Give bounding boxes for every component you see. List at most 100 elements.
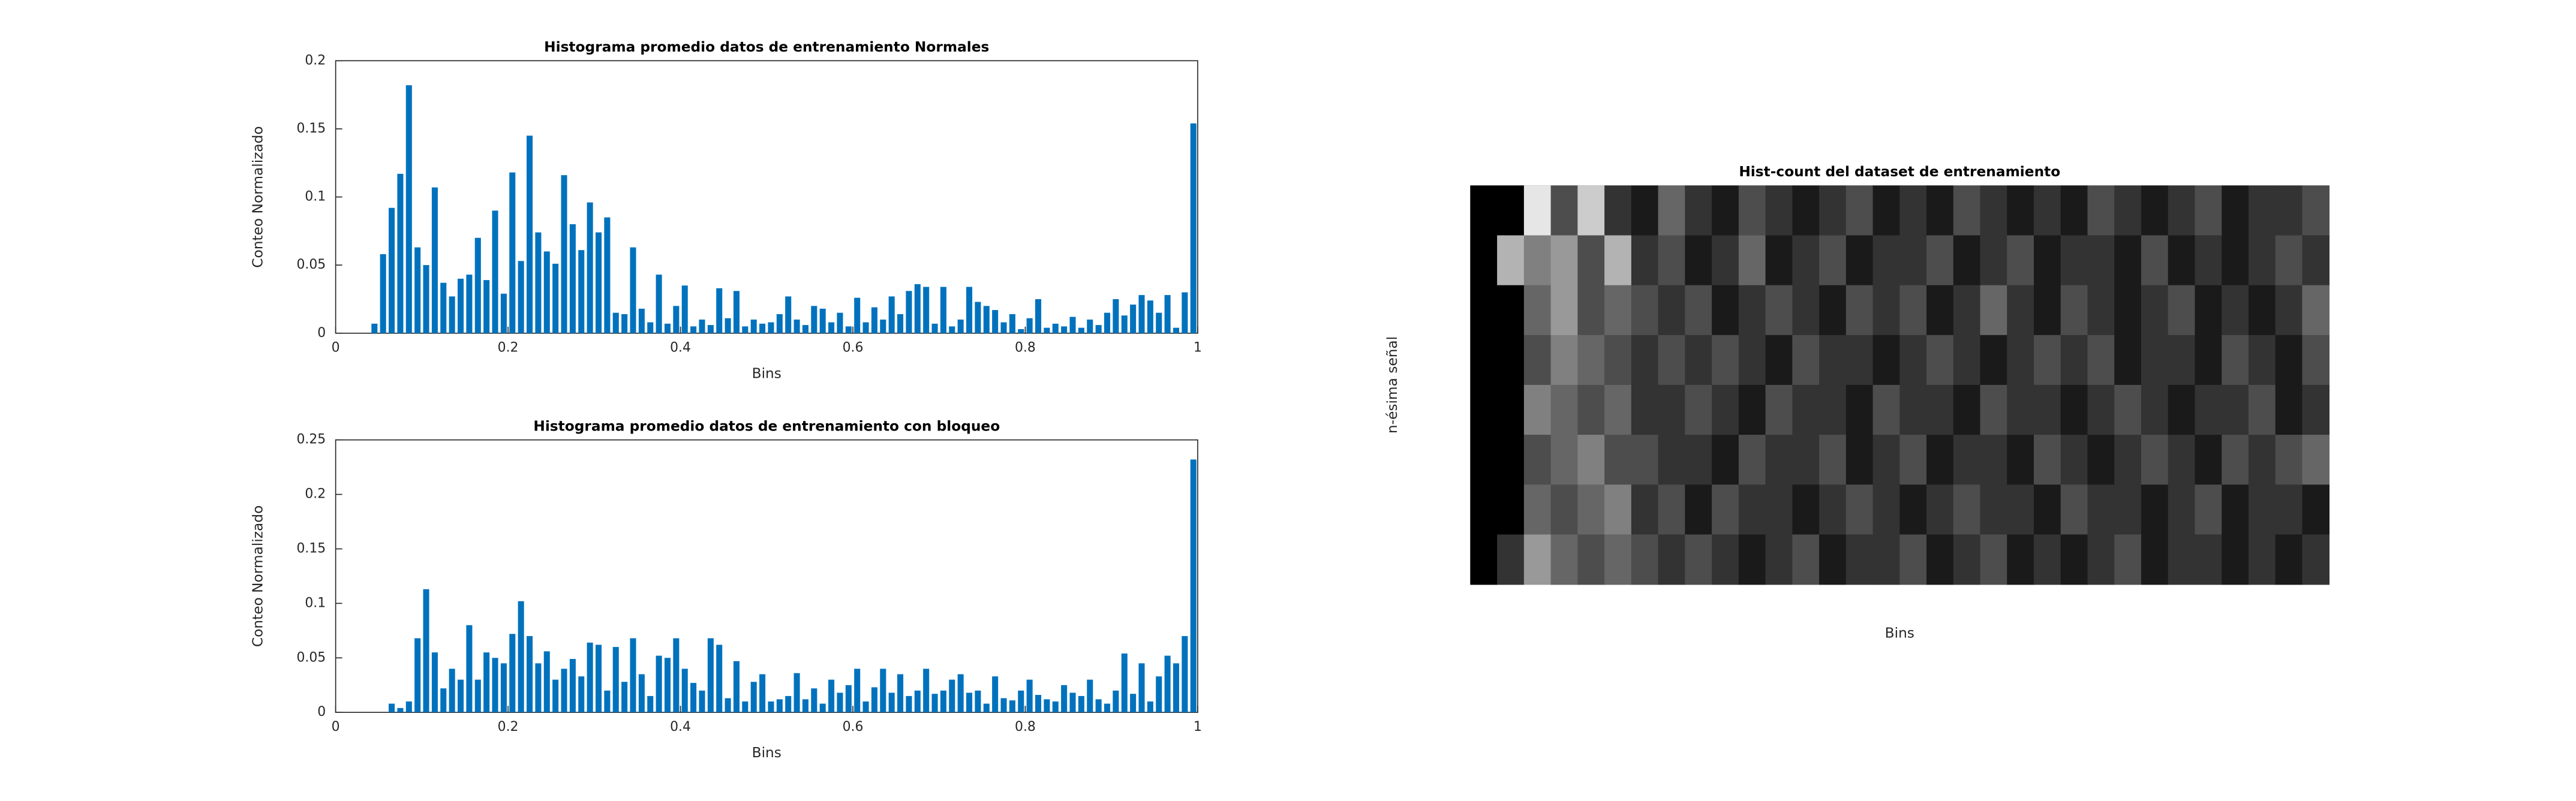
heatmap-cell (1604, 484, 1632, 535)
heatmap-cell (2195, 235, 2223, 286)
heatmap-cell (2275, 534, 2303, 585)
heatmap-cell (2060, 534, 2088, 585)
heatmap-cell (2087, 335, 2115, 386)
bar (1026, 318, 1033, 333)
bar (647, 695, 654, 713)
heatmap-cell (2275, 185, 2303, 236)
heatmap-cell (2222, 285, 2249, 336)
heatmap-cell (1497, 484, 1525, 535)
bar (828, 679, 835, 713)
heatmap-cell (2275, 335, 2303, 386)
bar (1104, 703, 1111, 713)
bar (561, 668, 567, 713)
heatmap-cell (1845, 285, 1874, 336)
heatmap-cell (2034, 534, 2061, 585)
bar (389, 703, 395, 713)
heatmap-cell (2195, 435, 2223, 486)
heatmap-cell (2195, 285, 2223, 336)
y-tick-label: 0 (317, 704, 326, 719)
bar (673, 638, 680, 713)
heatmap-cell (1792, 534, 1820, 585)
heatmap-cell (2114, 484, 2142, 535)
heatmap-cell (1658, 435, 1686, 486)
heatmap-cell (1631, 285, 1659, 336)
bar (1069, 317, 1076, 333)
x-tick-label: 1 (1194, 340, 1202, 355)
heatmap-cell (1712, 235, 1739, 286)
heatmap-cell (1577, 235, 1605, 286)
heatmap-cell (1523, 384, 1552, 435)
heatmap-cell (1872, 185, 1901, 236)
y-tick-label: 0.2 (305, 487, 326, 502)
heatmap-cell (1819, 435, 1847, 486)
heatmap-cell (2114, 534, 2142, 585)
bar (949, 679, 955, 713)
heatmap-cell (2034, 335, 2061, 386)
heatmap-cell (1712, 534, 1739, 585)
heatmap-cell (1712, 384, 1739, 435)
heatmap-cell (1765, 435, 1793, 486)
bar (768, 701, 774, 713)
x-tick-label: 1 (1194, 719, 1202, 734)
bar (793, 673, 800, 713)
bar (888, 692, 895, 713)
heatmap-cell (1550, 534, 1579, 585)
heatmap-cell (1765, 484, 1793, 535)
heatmap-cell (1792, 285, 1820, 336)
bar (923, 287, 930, 333)
heatmap-cell (2114, 285, 2142, 336)
heatmap-cell (2034, 484, 2061, 535)
bar (647, 322, 654, 333)
heatmap-cell (1523, 185, 1552, 236)
heatmap-cell (1685, 185, 1712, 236)
bar (1147, 300, 1153, 333)
heatmap-cell (1604, 435, 1632, 486)
heatmap-cell (1550, 285, 1579, 336)
heatmap-cell (1980, 235, 2008, 286)
bar (699, 690, 705, 713)
bar (414, 247, 421, 333)
heatmap-cell (1577, 534, 1605, 585)
heatmap-cell (1845, 384, 1874, 435)
heatmap-cell (1899, 235, 1927, 286)
heatmap-cell (1792, 384, 1820, 435)
heatmap-cell (1658, 384, 1686, 435)
heatmap-cell (1470, 285, 1498, 336)
heatmap-cell (1819, 484, 1847, 535)
bar (949, 326, 955, 333)
bar (449, 668, 455, 713)
heatmap-cell (2141, 484, 2169, 535)
heatmap-cell (1550, 235, 1579, 286)
heatmap-cell (2302, 484, 2330, 535)
bar (595, 232, 602, 333)
heatmap-cell (1872, 384, 1901, 435)
bar (1009, 314, 1015, 333)
bar (811, 306, 817, 333)
bar (906, 291, 912, 333)
bar (1147, 701, 1153, 713)
bar (1156, 312, 1162, 333)
bar (1000, 698, 1007, 713)
heatmap-cell (1685, 534, 1712, 585)
heatmap-cell (1819, 285, 1847, 336)
heatmap-cell (1523, 335, 1552, 386)
heatmap-cell (1819, 384, 1847, 435)
heatmap-cell (2087, 484, 2115, 535)
bar (975, 690, 981, 713)
bar (500, 663, 507, 713)
bar (733, 291, 740, 333)
bar (707, 325, 714, 333)
bar (405, 701, 412, 713)
bar (535, 232, 542, 333)
y-tick-label: 0.1 (305, 189, 326, 204)
bar (733, 661, 740, 713)
heatmap-cell (1577, 185, 1605, 236)
bar (440, 688, 447, 713)
heatmap-cell (2222, 534, 2249, 585)
heatmap-cell (1899, 435, 1927, 486)
heatmap-cell (1980, 384, 2008, 435)
heatmap-cell (1604, 335, 1632, 386)
heatmap-cell (2302, 435, 2330, 486)
bar (1095, 699, 1102, 713)
